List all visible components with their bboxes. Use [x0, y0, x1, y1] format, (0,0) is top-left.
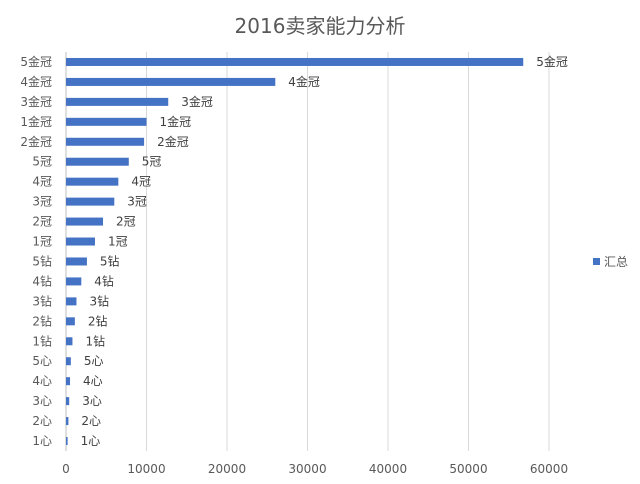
- bar-1金冠: [66, 117, 147, 126]
- bar-3钻: [66, 297, 77, 306]
- data-label-3钻: 3钻: [89, 293, 109, 308]
- data-label-2冠: 2冠: [116, 215, 136, 229]
- bars: [66, 57, 524, 446]
- data-label-2钻: 2钻: [88, 313, 108, 328]
- bar-2钻: [66, 317, 75, 326]
- data-label-5金冠: 5金冠: [536, 54, 568, 69]
- legend: 汇总: [593, 255, 628, 269]
- chart-title: 2016卖家能力分析: [234, 14, 406, 38]
- x-tick-label-50000: 50000: [449, 462, 487, 476]
- bar-3冠: [66, 197, 115, 206]
- category-label-5冠: 5冠: [32, 155, 52, 169]
- data-label-4冠: 4冠: [131, 175, 151, 189]
- data-labels: 5金冠 4金冠 3金冠 1金冠 2金冠 5冠 4冠 3冠 2冠 1冠 5钻 4钻 3钻 2钻 1钻 5心 4心 3…: [81, 54, 568, 448]
- data-label-4钻: 4钻: [94, 273, 114, 288]
- gridlines: [65, 52, 550, 451]
- category-label-2金冠: 2金冠: [20, 134, 52, 149]
- bar-3金冠: [66, 97, 169, 106]
- data-label-4金冠: 4金冠: [288, 74, 320, 89]
- x-tick-label-0: 0: [62, 462, 70, 476]
- bar-2冠: [66, 217, 104, 226]
- x-tick-label-10000: 10000: [127, 462, 165, 476]
- legend-label: 汇总: [604, 255, 628, 269]
- category-label-3钻: 3钻: [32, 293, 52, 308]
- category-label-2钻: 2钻: [32, 313, 52, 328]
- category-label-1心: 1心: [32, 434, 52, 448]
- data-label-5钻: 5钻: [100, 253, 120, 268]
- category-label-1冠: 1冠: [32, 235, 52, 249]
- category-label-2心: 2心: [32, 414, 52, 428]
- data-label-3心: 3心: [82, 394, 102, 408]
- bar-5钻: [66, 257, 87, 266]
- bar-1钻: [66, 337, 73, 346]
- category-label-1钻: 1钻: [32, 333, 52, 348]
- bar-5冠: [66, 157, 129, 166]
- value-axis-labels: 0 10000 20000 30000 40000 50000 60000: [62, 462, 568, 476]
- bar-4冠: [66, 177, 119, 186]
- bar-4金冠: [66, 77, 276, 86]
- x-tick-label-60000: 60000: [530, 462, 568, 476]
- category-label-2冠: 2冠: [32, 215, 52, 229]
- data-label-3金冠: 3金冠: [181, 94, 213, 109]
- data-label-3冠: 3冠: [127, 195, 147, 209]
- data-label-5心: 5心: [84, 354, 104, 368]
- category-label-5钻: 5钻: [32, 253, 52, 268]
- bar-1心: [66, 437, 68, 446]
- category-label-4心: 4心: [32, 374, 52, 388]
- bar-2心: [66, 417, 69, 426]
- category-label-4钻: 4钻: [32, 273, 52, 288]
- bar-5心: [66, 357, 71, 366]
- bar-3心: [66, 397, 70, 406]
- data-label-4心: 4心: [83, 374, 103, 388]
- x-tick-label-30000: 30000: [288, 462, 326, 476]
- bar-2金冠: [66, 137, 145, 146]
- category-axis-labels: 5金冠 4金冠 3金冠 1金冠 2金冠 5冠 4冠 3冠 2冠 1冠 5钻 4钻 3钻 2钻 1钻 5心 4心 3…: [20, 54, 52, 448]
- data-label-2金冠: 2金冠: [157, 134, 189, 149]
- x-tick-label-20000: 20000: [208, 462, 246, 476]
- category-label-4金冠: 4金冠: [20, 74, 52, 89]
- category-label-3金冠: 3金冠: [20, 94, 52, 109]
- bar-5金冠: [66, 57, 524, 66]
- bar-4钻: [66, 277, 82, 286]
- bar-4心: [66, 377, 71, 386]
- bar-1冠: [66, 237, 95, 246]
- category-label-5心: 5心: [32, 354, 52, 368]
- data-label-2心: 2心: [81, 414, 101, 428]
- category-label-5金冠: 5金冠: [20, 54, 52, 69]
- category-label-3心: 3心: [32, 394, 52, 408]
- category-label-3冠: 3冠: [32, 195, 52, 209]
- x-tick-label-40000: 40000: [369, 462, 407, 476]
- data-label-1钻: 1钻: [85, 333, 105, 348]
- data-label-1冠: 1冠: [108, 235, 128, 249]
- data-label-1金冠: 1金冠: [160, 114, 192, 129]
- category-label-4冠: 4冠: [32, 175, 52, 189]
- category-label-1金冠: 1金冠: [20, 114, 52, 129]
- data-label-1心: 1心: [81, 434, 101, 448]
- legend-swatch: [593, 258, 600, 265]
- data-label-5冠: 5冠: [142, 155, 162, 169]
